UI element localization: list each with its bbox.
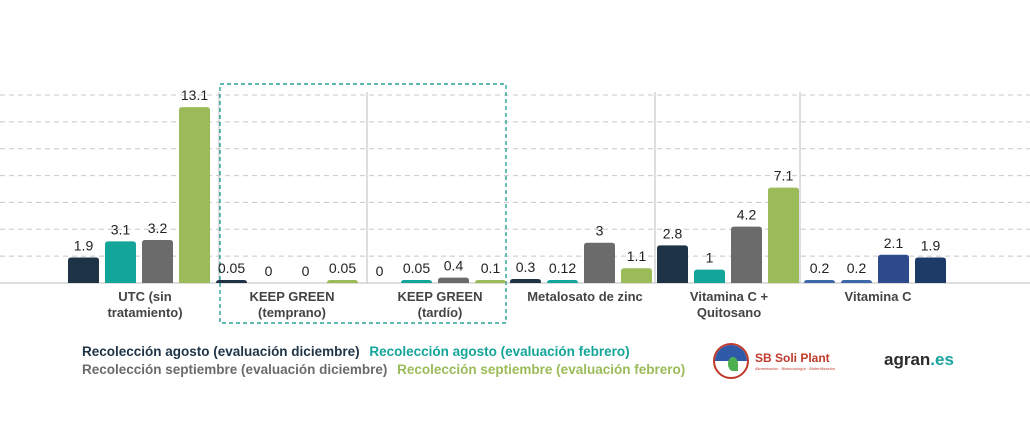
data-label: 0.3: [516, 259, 536, 275]
bar: [768, 187, 799, 283]
bar: [105, 241, 136, 283]
legend-entry-agosto-diciembre: Recolección agosto (evaluación diciembre…: [82, 344, 360, 359]
data-label: 13.1: [181, 87, 208, 103]
bar: [804, 280, 835, 283]
bar: [621, 268, 652, 283]
agran-logo-prefix: agran: [884, 350, 931, 369]
sb-logo-tagline: Alimentación · Biotecnología · Biofertil…: [755, 366, 836, 371]
data-label: 0.2: [847, 260, 867, 276]
data-label: 0.1: [481, 260, 501, 276]
data-label: 0.2: [810, 260, 830, 276]
category-tick-label: Vitamina C: [845, 289, 913, 304]
category-tick-label: Quitosano: [697, 305, 761, 320]
data-label: 1.9: [74, 237, 94, 253]
data-label: 4.2: [737, 207, 757, 223]
sb-logo-icon: [713, 343, 749, 379]
bar: [401, 280, 432, 283]
bar: [731, 226, 762, 283]
agran-logo: agran.es: [884, 350, 954, 370]
data-label: 2.1: [884, 235, 904, 251]
category-tick-label: (tardío): [418, 305, 463, 320]
category-tick-label: (temprano): [258, 305, 326, 320]
bar: [878, 254, 909, 283]
category-tick-label: Vitamina C +: [690, 289, 769, 304]
data-label: 0.12: [549, 260, 576, 276]
sb-logo-name: SB Soli Plant: [755, 351, 830, 365]
data-label: 7.1: [774, 168, 794, 184]
data-label: 3.2: [148, 220, 168, 236]
data-label: 0: [302, 263, 310, 279]
bar: [841, 280, 872, 283]
data-label: 1: [706, 250, 714, 266]
data-label: 1.9: [921, 237, 941, 253]
data-label: 0.4: [444, 258, 464, 274]
keep-green-highlight-box: [219, 83, 507, 324]
data-label: 3.1: [111, 221, 131, 237]
category-tick-label: UTC (sin: [118, 289, 172, 304]
bar: [915, 257, 946, 283]
bar: [142, 240, 173, 283]
data-label: 2.8: [663, 225, 683, 241]
legend-entry-septiembre-diciembre: Recolección septiembre (evaluación dicie…: [82, 362, 388, 377]
data-label: 0: [265, 263, 273, 279]
legend: Recolección agosto (evaluación diciembre…: [82, 343, 691, 379]
category-tick-label: Metalosato de zinc: [527, 289, 643, 304]
data-label: 1.1: [627, 248, 647, 264]
bar: [694, 269, 725, 283]
bar: [327, 280, 358, 283]
category-tick-label: KEEP GREEN: [397, 289, 482, 304]
bar: [510, 278, 541, 283]
bar: [657, 245, 688, 283]
sb-soli-plant-logo: SB Soli Plant Alimentación · Biotecnolog…: [713, 343, 853, 383]
bar: [68, 257, 99, 283]
bar: [216, 280, 247, 283]
bar-chart: 1.9 0.05 0 0.3 2.8 0.2 3.1 0 0.05 0.12 1 0.2 3.2 0 0.4…: [0, 83, 1030, 324]
legend-entry-septiembre-febrero: Recolección septiembre (evaluación febre…: [397, 362, 686, 377]
bar: [438, 277, 469, 283]
agran-logo-suffix: .es: [930, 350, 954, 369]
data-label: 0.05: [329, 260, 356, 276]
category-tick-label: KEEP GREEN: [249, 289, 334, 304]
data-label: 3: [596, 223, 604, 239]
legend-entry-agosto-febrero: Recolección agosto (evaluación febrero): [369, 344, 630, 359]
bar: [547, 280, 578, 283]
data-label: 0: [376, 263, 384, 279]
category-tick-label: tratamiento): [107, 305, 182, 320]
data-label: 0.05: [403, 260, 430, 276]
data-label: 0.05: [218, 260, 245, 276]
bar: [475, 280, 506, 283]
bar: [584, 242, 615, 283]
bar: [179, 107, 210, 283]
